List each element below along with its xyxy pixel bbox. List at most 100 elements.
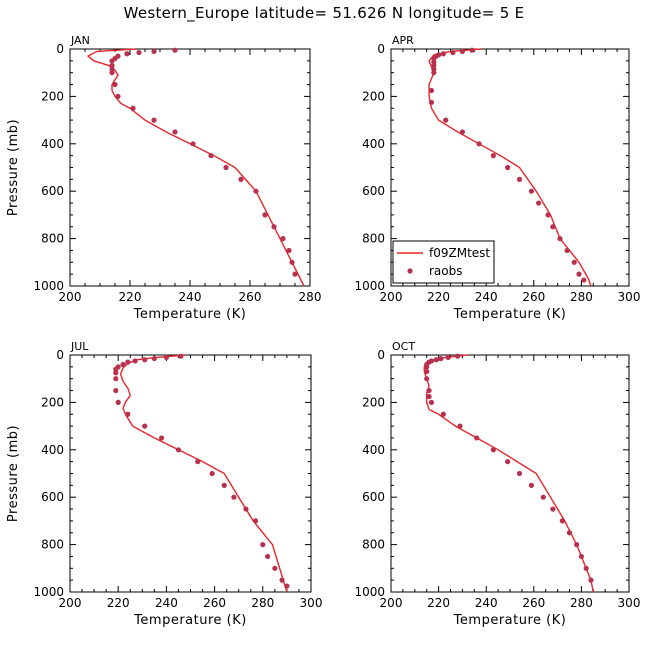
- raobs-point: [284, 583, 290, 589]
- x-tick-label: 300: [300, 596, 323, 610]
- model-profile-line: [423, 354, 594, 593]
- raobs-point: [142, 423, 148, 429]
- raobs-point: [124, 51, 130, 57]
- y-tick-label: 0: [56, 348, 64, 362]
- raobs-point: [545, 212, 551, 218]
- plot-frame: [69, 48, 311, 287]
- y-tick-label: 600: [41, 184, 64, 198]
- y-tick-label: 800: [362, 232, 385, 246]
- raobs-point: [424, 376, 430, 382]
- raobs-point: [109, 66, 115, 72]
- raobs-point: [286, 247, 292, 254]
- raobs-point: [559, 518, 565, 524]
- raobs-point: [109, 58, 115, 64]
- x-tick-label: 220: [119, 290, 142, 304]
- x-tick-label: 200: [380, 290, 403, 304]
- raobs-point: [474, 435, 480, 441]
- y-tick-label: 0: [56, 42, 64, 56]
- raobs-point: [125, 359, 131, 365]
- raobs-point: [292, 271, 298, 277]
- y-tick-label: 1000: [33, 279, 64, 293]
- legend: f09ZMtest raobs: [392, 240, 495, 284]
- raobs-point: [516, 470, 523, 477]
- y-tick-label: 800: [362, 538, 385, 552]
- raobs-point: [588, 577, 594, 583]
- raobs-point: [172, 129, 178, 135]
- raobs-point: [476, 141, 482, 147]
- raobs-point: [550, 506, 556, 512]
- raobs-point: [574, 542, 580, 548]
- x-tick-label: 240: [475, 596, 498, 610]
- model-profile-line: [428, 48, 592, 287]
- raobs-point: [578, 553, 585, 560]
- raobs-point: [120, 361, 126, 368]
- x-tick-label: 300: [618, 596, 641, 610]
- raobs-point: [265, 553, 271, 560]
- raobs-point: [431, 70, 437, 76]
- raobs-point: [576, 271, 582, 277]
- raobs-point: [289, 259, 295, 265]
- raobs-point: [426, 387, 432, 394]
- raobs-point: [528, 188, 535, 194]
- raobs-point: [208, 153, 214, 159]
- x-tick-label: 240: [475, 290, 498, 304]
- y-tick-label: 1000: [354, 585, 385, 599]
- raobs-point: [151, 48, 157, 54]
- y-tick-label: 0: [377, 42, 385, 56]
- x-axis-label: Temperature (K): [453, 613, 567, 628]
- raobs-point: [505, 459, 511, 465]
- y-tick-label: 1000: [354, 279, 385, 293]
- raobs-point: [231, 494, 237, 500]
- raobs-point: [223, 164, 229, 171]
- raobs-point: [528, 482, 535, 488]
- y-tick-label: 200: [41, 395, 64, 409]
- raobs-point: [125, 411, 131, 417]
- raobs-point: [433, 357, 439, 363]
- y-tick-label: 400: [41, 137, 64, 151]
- raobs-point: [443, 117, 449, 123]
- raobs-point: [195, 459, 201, 465]
- y-tick-label: 200: [41, 89, 64, 103]
- raobs-point: [172, 47, 178, 53]
- y-tick-label: 600: [362, 490, 385, 504]
- raobs-point: [490, 153, 496, 159]
- raobs-point: [440, 411, 446, 417]
- raobs-point: [115, 93, 121, 99]
- panel-jan: 200 220 240 260 280 0 200 400 600 800 1000 JAN Tempe…: [6, 34, 321, 322]
- y-tick-label: 200: [362, 89, 385, 103]
- x-tick-label: 200: [59, 290, 82, 304]
- raobs-point: [459, 48, 465, 54]
- raobs-point: [450, 49, 456, 56]
- raobs-point: [113, 387, 119, 394]
- y-tick-label: 400: [362, 137, 385, 151]
- raobs-point: [469, 47, 475, 53]
- y-tick-label: 0: [377, 348, 385, 362]
- panel-apr: 200 220 240 260 280 300 0 200 400 600 800 1000 APR Te…: [354, 34, 640, 322]
- y-tick-label: 600: [362, 184, 385, 198]
- x-tick-label: 280: [299, 290, 322, 304]
- raobs-point: [280, 236, 286, 242]
- x-tick-label: 260: [522, 290, 545, 304]
- raobs-point: [438, 355, 444, 362]
- raobs-point: [564, 247, 570, 254]
- raobs-point: [440, 51, 446, 57]
- legend-line-label: f09ZMtest: [429, 246, 490, 260]
- raobs-point: [428, 99, 435, 105]
- raobs-point: [151, 355, 157, 362]
- y-tick-label: 400: [41, 443, 64, 457]
- y-tick-label: 200: [362, 395, 385, 409]
- raobs-point: [190, 141, 196, 147]
- panel-label: JUL: [70, 340, 89, 353]
- y-axis-label: Pressure (mb): [6, 119, 21, 216]
- raobs-point: [424, 368, 430, 375]
- raobs-point: [455, 353, 461, 359]
- x-tick-label: 240: [179, 290, 202, 304]
- raobs-point: [571, 259, 577, 265]
- raobs-point: [535, 200, 542, 206]
- raobs-point: [109, 62, 115, 69]
- raobs-point: [113, 370, 119, 376]
- raobs-point: [130, 105, 136, 111]
- raobs-point: [431, 62, 437, 69]
- model-profile-line: [87, 48, 305, 287]
